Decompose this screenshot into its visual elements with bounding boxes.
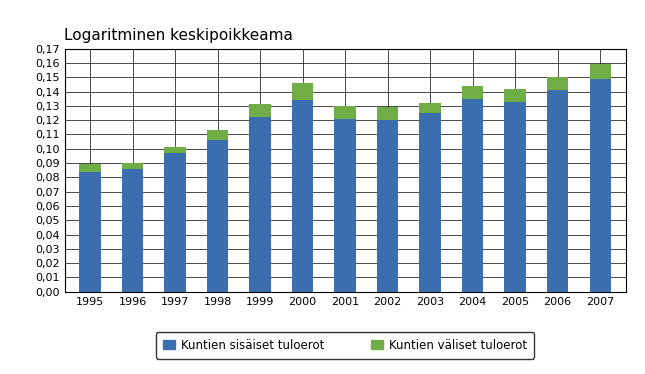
Bar	[504, 101, 526, 292]
Legend: Kuntien sisäiset tuloerot, Kuntien väliset tuloerot: Kuntien sisäiset tuloerot, Kuntien välis…	[156, 332, 534, 359]
Bar	[207, 130, 228, 140]
Bar	[419, 113, 441, 292]
Bar	[164, 153, 186, 292]
Bar	[419, 103, 441, 113]
Bar	[462, 86, 483, 99]
Bar	[377, 120, 398, 292]
Bar	[79, 165, 101, 172]
Bar	[292, 100, 313, 292]
Bar	[122, 169, 143, 292]
Bar	[335, 106, 355, 119]
Bar	[547, 90, 568, 292]
Bar	[250, 117, 271, 292]
Bar	[335, 119, 355, 292]
Bar	[504, 89, 526, 101]
Bar	[377, 107, 398, 120]
Text: Logaritminen keskipoikkeama: Logaritminen keskipoikkeama	[64, 28, 293, 43]
Bar	[292, 83, 313, 100]
Bar	[250, 104, 271, 117]
Bar	[590, 64, 611, 79]
Bar	[462, 99, 483, 292]
Bar	[547, 77, 568, 90]
Bar	[122, 163, 143, 169]
Bar	[79, 172, 101, 292]
Bar	[164, 147, 186, 153]
Bar	[590, 79, 611, 292]
Bar	[207, 140, 228, 292]
